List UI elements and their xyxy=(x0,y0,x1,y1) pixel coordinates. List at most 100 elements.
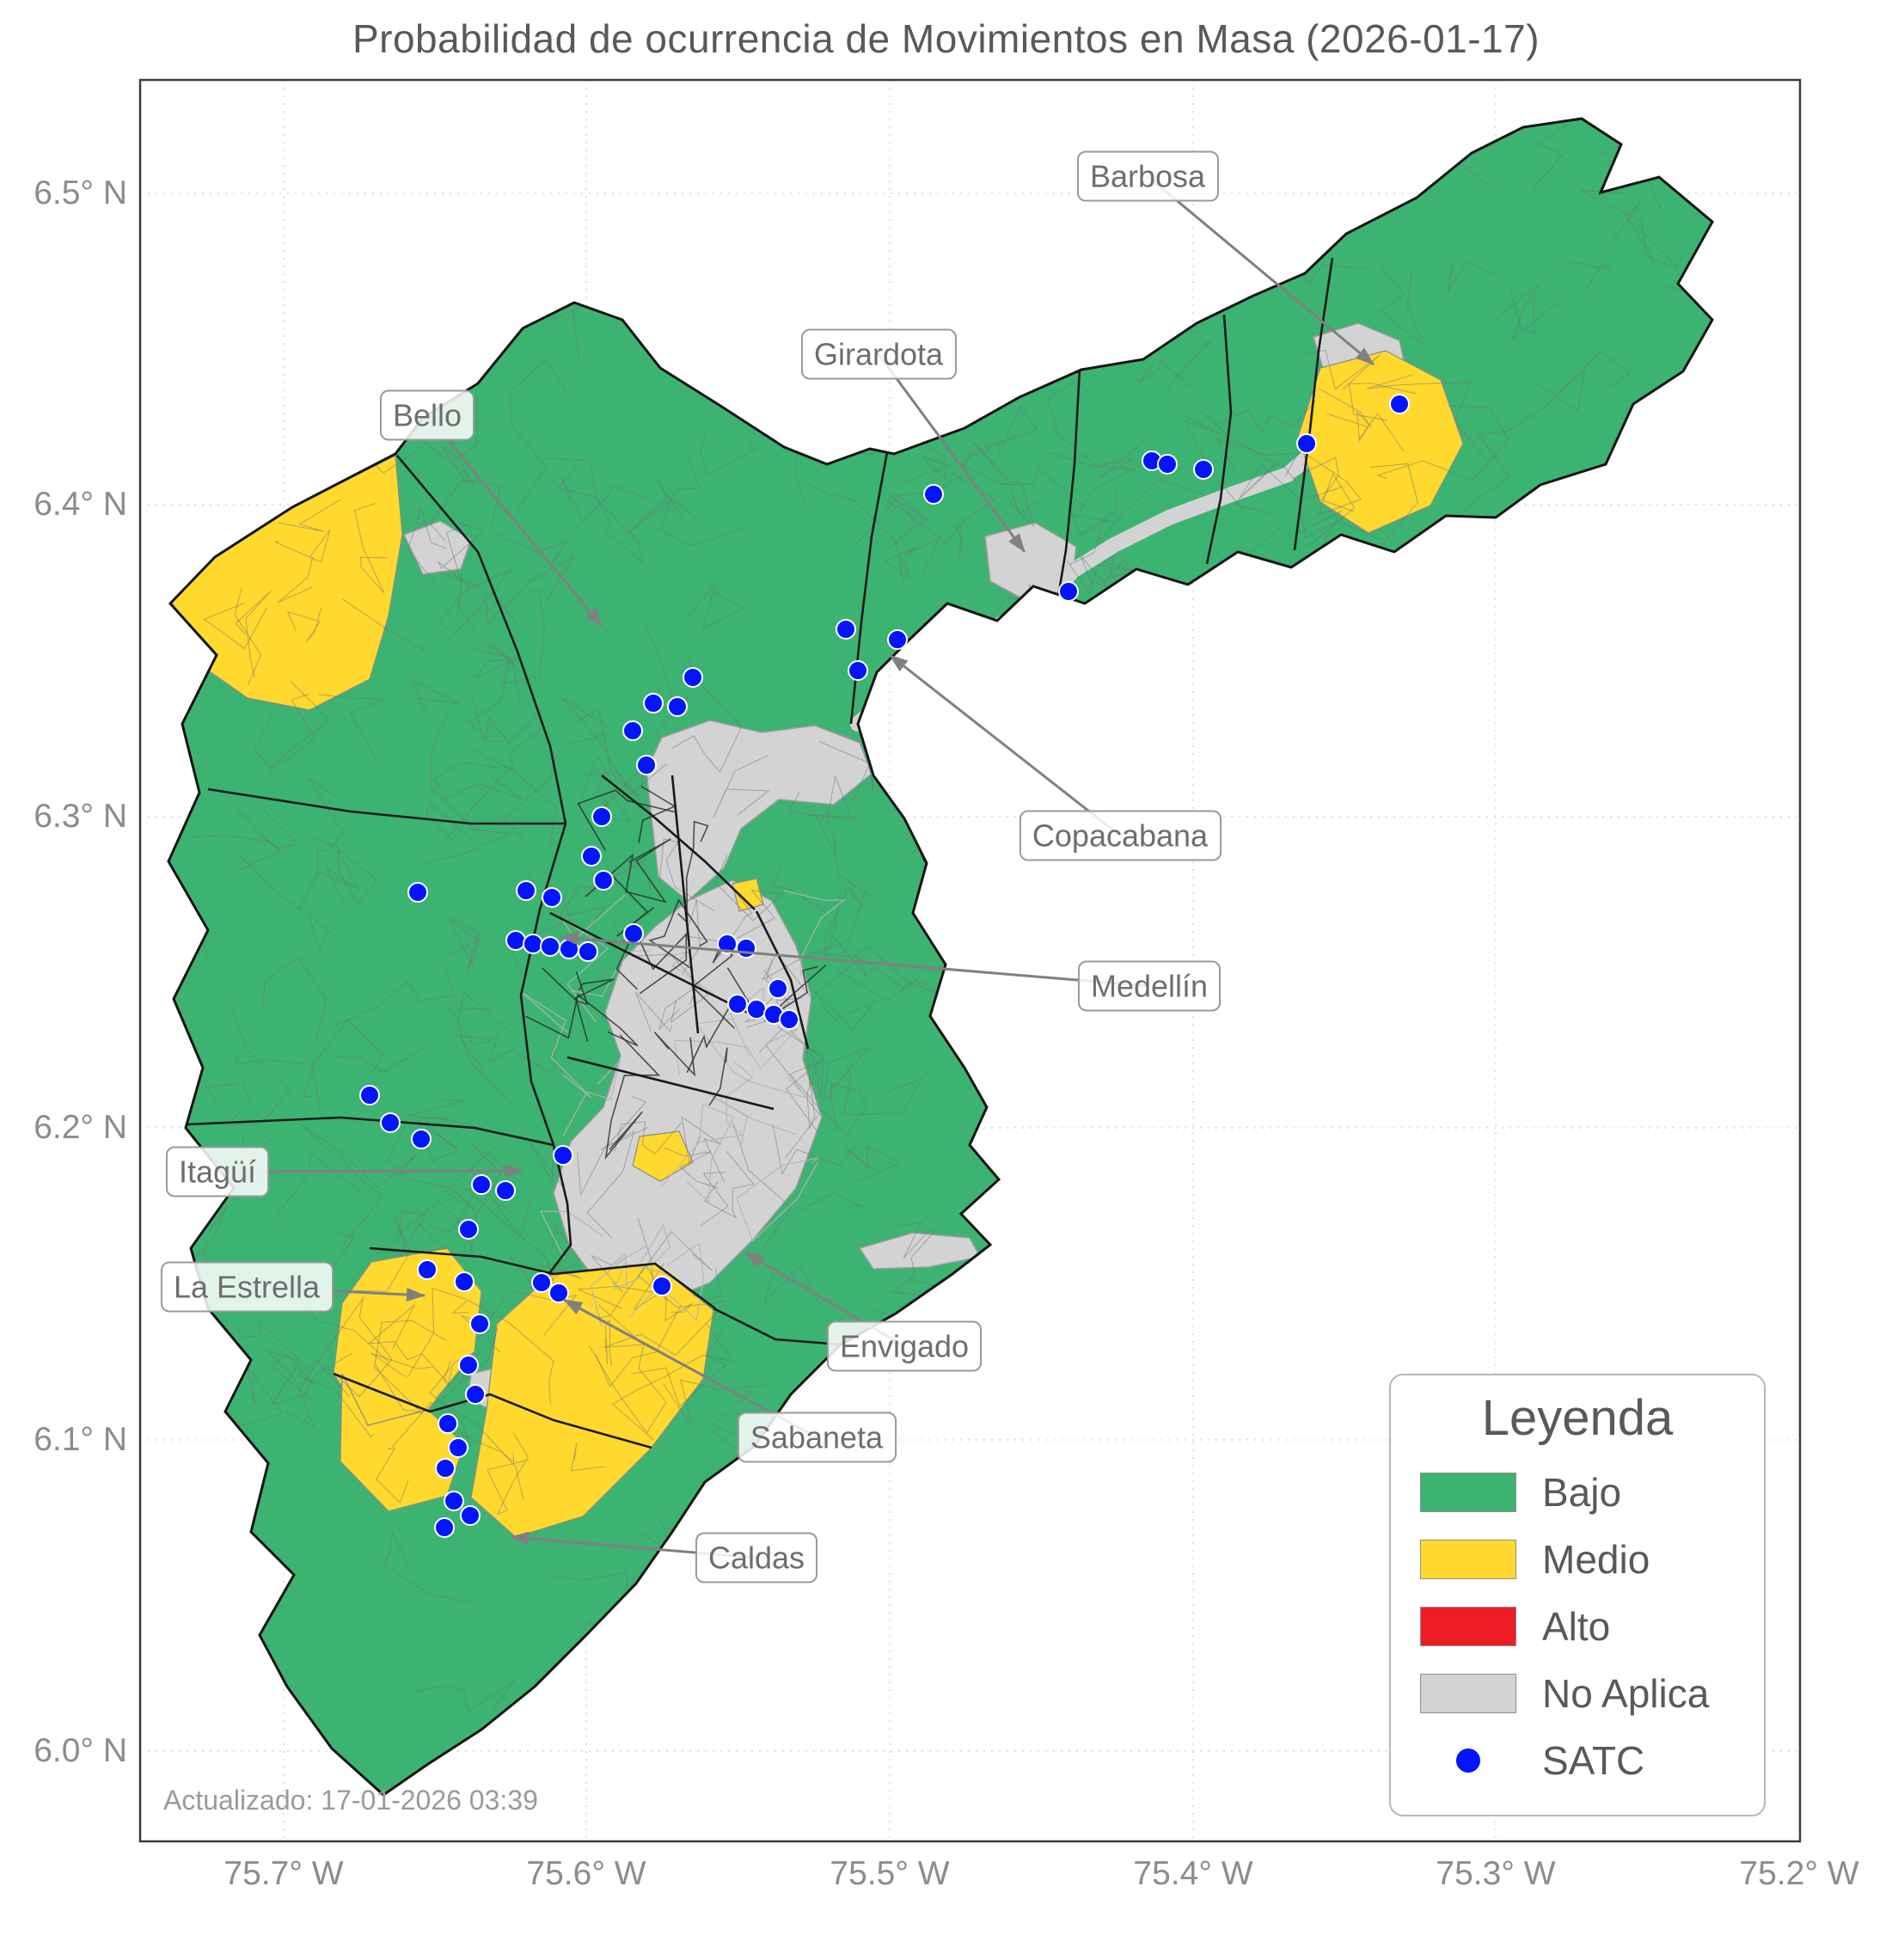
satc-point xyxy=(727,994,748,1014)
subdivision-line xyxy=(1498,370,1584,438)
municipal-boundary xyxy=(333,1372,652,1449)
satc-point xyxy=(1157,454,1178,475)
subdivision-line xyxy=(557,463,610,524)
subdivision-line xyxy=(509,358,567,511)
satc-point xyxy=(636,755,657,775)
subdivision-line xyxy=(809,885,869,979)
subdivision-line xyxy=(772,1124,855,1176)
satc-point xyxy=(559,939,579,959)
legend-label: Bajo xyxy=(1542,1470,1622,1515)
subdivision-line xyxy=(525,993,639,1047)
municipal-boundary xyxy=(187,1116,554,1147)
subdivision-line xyxy=(884,497,926,552)
municipal-boundary xyxy=(519,823,567,1146)
subdivision-line xyxy=(1462,430,1510,513)
subdivision-line xyxy=(736,1157,819,1242)
subdivision-line xyxy=(339,1155,383,1243)
subdivision-line xyxy=(625,481,698,536)
subdivision-line xyxy=(438,555,575,625)
subdivision-line xyxy=(529,1141,565,1189)
subdivision-line xyxy=(836,970,916,1001)
subdivision-line xyxy=(277,557,314,603)
subdivision-line xyxy=(443,446,481,491)
satc-point xyxy=(1389,394,1410,414)
annotation-arrow-copacabana xyxy=(889,653,1121,837)
municipal-boundary xyxy=(670,775,700,1034)
subdivision-line xyxy=(902,431,950,483)
subdivision-line xyxy=(577,1096,647,1197)
subdivision-line xyxy=(450,920,487,969)
subdivision-line xyxy=(611,1674,671,1756)
satc-point xyxy=(407,882,428,903)
legend-item-satc: SATC xyxy=(1391,1727,1764,1794)
subdivision-line xyxy=(236,807,298,872)
subdivision-line xyxy=(842,1064,923,1116)
subdivision-line xyxy=(648,1618,702,1721)
annotation-box-itagui xyxy=(165,1146,270,1197)
annotation-arrow-barbosa xyxy=(1147,175,1375,366)
subdivision-line xyxy=(1496,283,1558,341)
satc-point xyxy=(581,846,602,867)
annotation-box-caldas xyxy=(695,1532,818,1583)
subdivision-line xyxy=(447,1007,493,1074)
subdivision-line xyxy=(604,1034,661,1161)
subdivision-line xyxy=(415,1680,515,1712)
page-title: Probabilidad de ocurrencia de Movimiento… xyxy=(352,16,1540,61)
satc-point xyxy=(548,1283,569,1303)
satc-point xyxy=(505,930,526,951)
satc-point xyxy=(887,629,908,650)
annotation-box-girardota xyxy=(800,328,958,380)
subdivision-line xyxy=(763,964,827,1022)
municipal-boundary xyxy=(207,787,566,825)
subdivision-line xyxy=(308,777,346,880)
x-tick-label: 75.7° W xyxy=(223,1855,344,1892)
satc-point xyxy=(591,806,612,827)
y-tick-label: 6.1° N xyxy=(34,1421,127,1458)
satc-point xyxy=(848,660,868,681)
subdivision-line xyxy=(633,1263,693,1322)
municipal-boundary xyxy=(396,455,567,824)
subdivision-line xyxy=(344,1216,411,1292)
subdivision-line xyxy=(577,789,676,851)
subdivision-line xyxy=(367,1304,452,1388)
subdivision-line xyxy=(543,457,645,565)
subdivision-line xyxy=(1509,289,1535,334)
satc-point xyxy=(460,1505,481,1526)
subdivision-line xyxy=(327,1295,393,1398)
subdivision-line xyxy=(297,1360,374,1438)
subdivision-line xyxy=(558,860,652,925)
satc-point xyxy=(1193,459,1214,480)
subdivision-line xyxy=(893,498,966,543)
satc-point xyxy=(411,1129,432,1149)
subdivision-line xyxy=(487,1432,529,1516)
subdivision-line xyxy=(578,1218,655,1309)
subdivision-line xyxy=(1447,261,1502,292)
legend-dot-wrap xyxy=(1420,1747,1516,1774)
subdivision-line xyxy=(383,1530,476,1604)
subdivision-line xyxy=(586,1126,649,1239)
satc-point xyxy=(717,934,738,954)
subdivision-line xyxy=(456,603,517,668)
subdivision-line xyxy=(456,991,511,1103)
subdivision-line xyxy=(490,530,568,567)
x-tick-label: 75.4° W xyxy=(1133,1855,1253,1892)
y-tick-label: 6.0° N xyxy=(34,1732,127,1769)
subdivision-line xyxy=(744,959,790,1023)
subdivision-line xyxy=(188,808,271,842)
satc-point xyxy=(448,1437,468,1458)
no-aplica-area xyxy=(646,720,873,902)
satc-point xyxy=(623,923,644,944)
annotation-label-itagui: Itagüí xyxy=(179,1155,256,1190)
subdivision-line xyxy=(1307,455,1362,548)
subdivision-line xyxy=(273,1151,359,1219)
subdivision-line xyxy=(922,664,972,781)
annotation-box-sabaneta xyxy=(737,1412,897,1463)
subdivision-line xyxy=(464,1187,558,1294)
annotation-arrow-girardota xyxy=(877,353,1026,553)
subdivision-line xyxy=(1335,119,1399,183)
x-tick-label: 75.3° W xyxy=(1436,1855,1556,1892)
municipal-boundary xyxy=(549,911,756,1018)
subdivision-line xyxy=(958,446,1085,506)
subdivision-line xyxy=(271,1352,353,1406)
